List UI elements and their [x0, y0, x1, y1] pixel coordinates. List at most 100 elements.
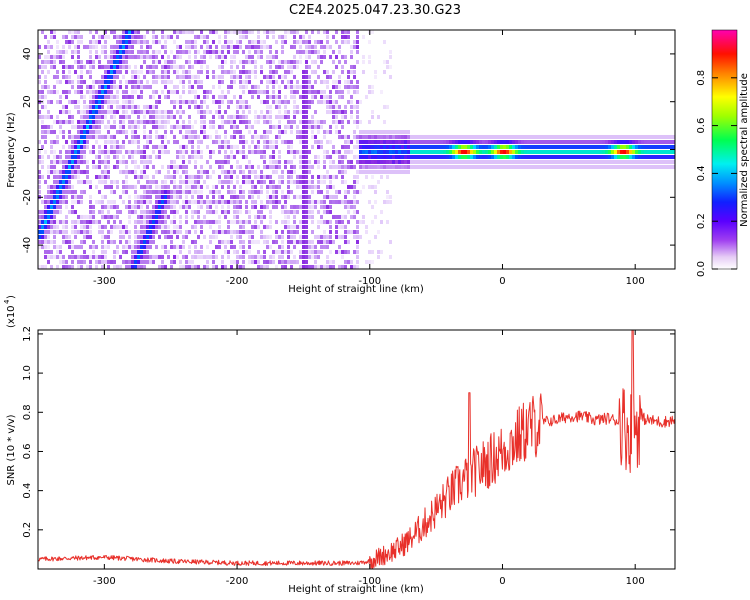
heatmap-cell: [53, 205, 56, 209]
heatmap-cell: [56, 255, 59, 259]
heatmap-cell: [212, 120, 215, 124]
heatmap-cell: [248, 245, 251, 249]
heatmap-cell: [482, 150, 485, 154]
heatmap-cell: [152, 75, 155, 79]
heatmap-cell: [128, 185, 131, 189]
heatmap-cell: [83, 125, 86, 129]
heatmap-cell: [59, 100, 62, 104]
heatmap-cell: [359, 155, 362, 159]
heatmap-cell: [650, 155, 653, 159]
heatmap-cell: [137, 200, 140, 204]
heatmap-cell: [299, 120, 302, 124]
heatmap-cell: [191, 90, 194, 94]
heatmap-cell: [179, 250, 182, 254]
heatmap-cell: [287, 190, 290, 194]
heatmap-cell: [488, 135, 491, 139]
heatmap-cell: [383, 200, 386, 204]
heatmap-cell: [176, 120, 179, 124]
heatmap-cell: [197, 95, 200, 99]
heatmap-cell: [467, 160, 470, 164]
heatmap-cell: [593, 160, 596, 164]
heatmap-cell: [227, 85, 230, 89]
heatmap-cell: [80, 135, 83, 139]
heatmap-cell: [356, 125, 359, 129]
heatmap-cell: [89, 105, 92, 109]
heatmap-cell: [101, 180, 104, 184]
heatmap-cell: [44, 240, 47, 244]
heatmap-cell: [236, 115, 239, 119]
heatmap-cell: [647, 140, 650, 144]
heatmap-cell: [473, 165, 476, 169]
heatmap-cell: [149, 85, 152, 89]
heatmap-cell: [185, 230, 188, 234]
heatmap-cell: [110, 95, 113, 99]
heatmap-cell: [332, 150, 335, 154]
heatmap-cell: [596, 150, 599, 154]
heatmap-cell: [200, 200, 203, 204]
heatmap-cell: [410, 165, 413, 169]
heatmap-cell: [368, 155, 371, 159]
heatmap-cell: [353, 75, 356, 79]
heatmap-cell: [119, 35, 122, 39]
heatmap-cell: [50, 220, 53, 224]
heatmap-cell: [320, 125, 323, 129]
heatmap-cell: [110, 135, 113, 139]
heatmap-cell: [515, 165, 518, 169]
heatmap-cell: [323, 235, 326, 239]
heatmap-cell: [197, 150, 200, 154]
heatmap-cell: [191, 140, 194, 144]
heatmap-cell: [137, 30, 140, 34]
heatmap-cell: [89, 60, 92, 64]
heatmap-cell: [662, 155, 665, 159]
heatmap-cell: [140, 240, 143, 244]
heatmap-cell: [149, 65, 152, 69]
heatmap-cell: [164, 200, 167, 204]
heatmap-cell: [293, 240, 296, 244]
heatmap-cell: [86, 180, 89, 184]
heatmap-cell: [671, 150, 674, 154]
heatmap-cell: [194, 200, 197, 204]
heatmap-cell: [92, 145, 95, 149]
heatmap-cell: [143, 265, 146, 269]
heatmap-cell: [599, 140, 602, 144]
heatmap-cell: [230, 40, 233, 44]
heatmap-cell: [50, 65, 53, 69]
heatmap-cell: [479, 145, 482, 149]
heatmap-cell: [167, 165, 170, 169]
heatmap-cell: [320, 190, 323, 194]
heatmap-cell: [86, 135, 89, 139]
heatmap-cell: [95, 125, 98, 129]
heatmap-cell: [89, 210, 92, 214]
heatmap-cell: [38, 210, 41, 214]
heatmap-cell: [479, 140, 482, 144]
heatmap-cell: [59, 180, 62, 184]
heatmap-cell: [122, 45, 125, 49]
heatmap-cell: [230, 75, 233, 79]
heatmap-cell: [311, 245, 314, 249]
heatmap-cell: [104, 30, 107, 34]
heatmap-cell: [614, 155, 617, 159]
heatmap-cell: [356, 200, 359, 204]
heatmap-cell: [422, 165, 425, 169]
heatmap-cell: [245, 125, 248, 129]
heatmap-cell: [626, 135, 629, 139]
heatmap-cell: [119, 170, 122, 174]
heatmap-cell: [56, 50, 59, 54]
heatmap-cell: [128, 105, 131, 109]
heatmap-cell: [110, 145, 113, 149]
heatmap-cell: [137, 105, 140, 109]
heatmap-cell: [77, 45, 80, 49]
heatmap-cell: [635, 140, 638, 144]
heatmap-cell: [287, 125, 290, 129]
heatmap-cell: [632, 150, 635, 154]
heatmap-cell: [287, 215, 290, 219]
heatmap-cell: [641, 135, 644, 139]
heatmap-cell: [296, 50, 299, 54]
heatmap-cell: [104, 75, 107, 79]
heatmap-cell: [284, 40, 287, 44]
heatmap-cell: [248, 105, 251, 109]
heatmap-cell: [173, 185, 176, 189]
heatmap-cell: [182, 125, 185, 129]
heatmap-cell: [350, 100, 353, 104]
heatmap-cell: [362, 145, 365, 149]
